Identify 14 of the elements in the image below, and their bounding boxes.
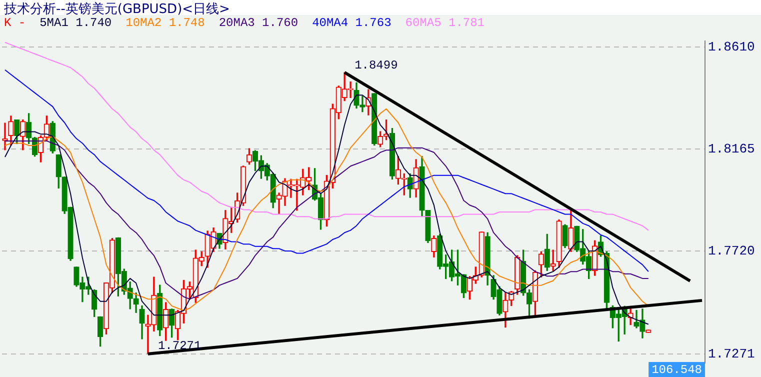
annotation: 1.7271 [158, 339, 202, 354]
annotation: 1.8499 [354, 58, 398, 73]
y-tick-label: 1.8165 [708, 141, 755, 156]
y-tick-label: 1.8610 [708, 39, 755, 54]
text: 20MA3 1.760 [218, 16, 298, 30]
text: 60MA5 1.781 [405, 16, 484, 30]
text: K - [4, 16, 26, 30]
y-tick-label: 1.7271 [708, 346, 756, 362]
text: 10MA2 1.748 [126, 16, 205, 30]
y-tick-label: 1.7720 [708, 243, 755, 258]
chart-title: 技术分析--英镑美元(GBPUSD)<日线> [0, 0, 761, 17]
text: 106.548 [652, 363, 702, 377]
text: 5MA1 1.740 [40, 16, 112, 30]
text: 40MA4 1.763 [312, 16, 392, 30]
